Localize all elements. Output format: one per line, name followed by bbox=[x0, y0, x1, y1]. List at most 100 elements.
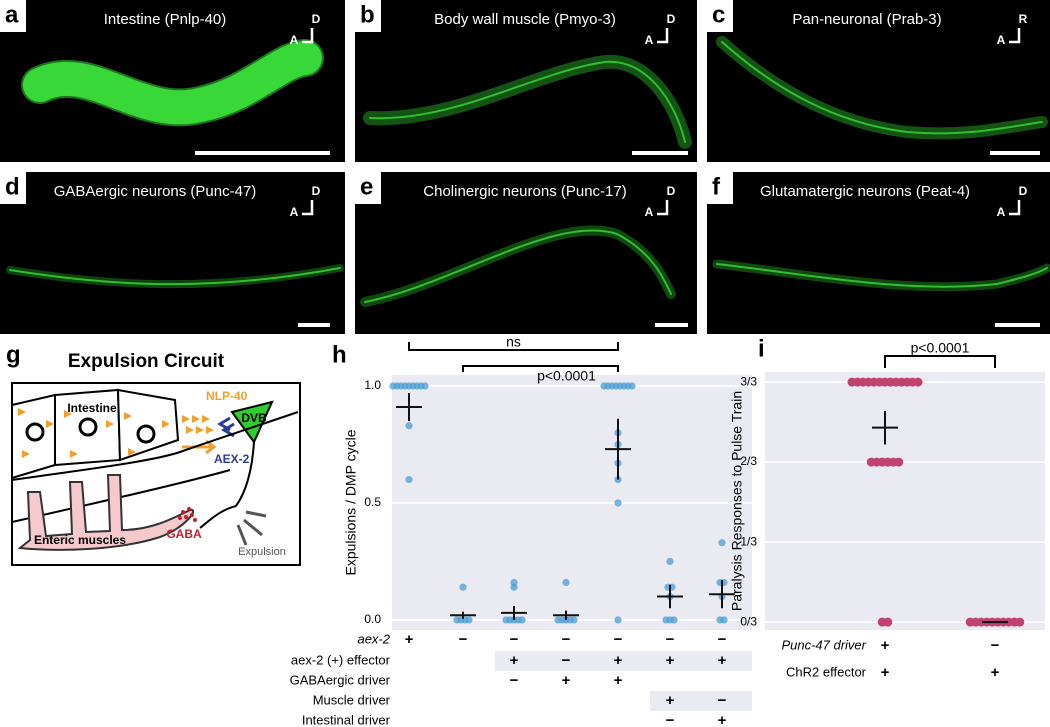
worm bbox=[716, 263, 1048, 288]
y-tick-label: 0.0 bbox=[364, 612, 381, 626]
table-cell: + bbox=[991, 664, 1000, 681]
orientation-label: A bbox=[997, 33, 1006, 47]
significance-bracket bbox=[408, 342, 619, 351]
y-tick-label: 1/3 bbox=[740, 534, 757, 548]
significance-label: p<0.0001 bbox=[911, 340, 970, 356]
significance-bracket bbox=[884, 355, 996, 368]
significance-label: ns bbox=[506, 334, 521, 350]
panel-letter: a bbox=[5, 1, 19, 28]
data-point bbox=[405, 422, 413, 430]
panel-title: Cholinergic neurons (Punc-17) bbox=[423, 183, 626, 200]
panel-letter: d bbox=[5, 173, 20, 200]
data-point bbox=[421, 382, 429, 390]
data-point bbox=[465, 616, 473, 624]
y-axis-label: Expulsions / DMP cycle bbox=[343, 429, 359, 575]
data-point bbox=[883, 617, 893, 627]
panel-letter: g bbox=[6, 341, 21, 368]
nucleus bbox=[136, 424, 156, 444]
diagram-label: Enteric muscles bbox=[34, 533, 126, 547]
panel-letter: c bbox=[712, 1, 725, 28]
panel-letter: b bbox=[360, 1, 375, 28]
table-cell: + bbox=[666, 652, 675, 669]
panel-letter: h bbox=[332, 341, 347, 368]
data-point bbox=[720, 616, 728, 624]
letter-bg bbox=[707, 172, 733, 204]
data-point bbox=[913, 377, 923, 387]
worm bbox=[721, 41, 1043, 135]
table-cell: + bbox=[562, 672, 571, 689]
worm bbox=[364, 229, 672, 303]
row-label: ChR2 effector bbox=[786, 664, 867, 679]
data-point bbox=[1015, 617, 1025, 627]
data-point bbox=[628, 382, 636, 390]
data-point bbox=[570, 616, 578, 624]
letter-bg bbox=[0, 172, 26, 204]
diagram-title: Expulsion Circuit bbox=[68, 351, 225, 372]
y-tick-label: 1.0 bbox=[364, 378, 381, 392]
data-point bbox=[894, 457, 904, 467]
diagram-label: AEX-2 bbox=[214, 452, 250, 466]
orientation-label: D bbox=[667, 12, 676, 26]
diagram-label: NLP-40 bbox=[206, 389, 248, 403]
worm bbox=[23, 41, 322, 125]
row-shade bbox=[495, 651, 752, 671]
orientation-label: A bbox=[645, 205, 654, 219]
table-cell: + bbox=[510, 652, 519, 669]
data-point bbox=[459, 583, 467, 591]
table-cell: − bbox=[510, 631, 519, 648]
table-cell: − bbox=[510, 672, 519, 689]
panel-title: Glutamatergic neurons (Peat-4) bbox=[760, 183, 970, 200]
table-cell: − bbox=[666, 631, 675, 648]
letter-bg bbox=[355, 0, 381, 32]
orientation-label: A bbox=[290, 33, 299, 47]
data-point bbox=[666, 557, 674, 566]
row-label: GABAergic driver bbox=[290, 672, 391, 687]
y-tick-label: 3/3 bbox=[740, 374, 757, 388]
row-label: aex-2 (+) effector bbox=[291, 652, 391, 667]
diagram-label: Expulsion bbox=[238, 546, 286, 558]
table-cell: + bbox=[614, 652, 623, 669]
letter-bg bbox=[355, 172, 381, 204]
table-cell: + bbox=[881, 664, 890, 681]
expulsion-lines bbox=[236, 510, 267, 546]
gaba-vesicles bbox=[178, 507, 197, 522]
data-point bbox=[718, 539, 726, 547]
table-cell: − bbox=[614, 631, 623, 648]
orientation bbox=[302, 200, 314, 216]
orientation bbox=[657, 28, 669, 44]
nucleus bbox=[25, 422, 45, 442]
orientation-label: D bbox=[312, 12, 321, 26]
orientation bbox=[1009, 28, 1021, 44]
table-cell: − bbox=[718, 631, 727, 648]
panel-letter: e bbox=[360, 173, 373, 200]
table-cell: − bbox=[718, 692, 727, 709]
panel-letter: i bbox=[758, 335, 765, 362]
data-point bbox=[614, 499, 622, 507]
orientation-label: D bbox=[667, 184, 676, 198]
micrograph bbox=[707, 172, 1050, 334]
table-cell: + bbox=[614, 672, 623, 689]
letter-bg bbox=[0, 0, 26, 32]
panel-title: Body wall muscle (Pmyo-3) bbox=[434, 11, 616, 28]
orientation bbox=[1009, 200, 1021, 216]
orientation-label: A bbox=[997, 205, 1006, 219]
table-cell: − bbox=[991, 637, 1000, 654]
y-tick-label: 0/3 bbox=[740, 614, 757, 628]
orientation-label: R bbox=[1019, 12, 1028, 26]
table-cell: + bbox=[666, 692, 675, 709]
y-axis-label: Paralysis Responses to Pulse Train bbox=[729, 391, 745, 611]
orientation-label: D bbox=[312, 184, 321, 198]
row-label: Intestinal driver bbox=[302, 712, 391, 727]
table-cell: − bbox=[562, 631, 571, 648]
panel-title: Pan-neuronal (Prab-3) bbox=[792, 11, 941, 28]
data-point bbox=[405, 475, 413, 484]
y-tick-label: 2/3 bbox=[740, 454, 757, 468]
table-cell: + bbox=[718, 652, 727, 669]
y-tick-label: 0.5 bbox=[364, 495, 381, 509]
diagram-label: DVB bbox=[241, 411, 267, 425]
data-point bbox=[670, 616, 678, 624]
panel-letter: f bbox=[712, 173, 721, 200]
panel-title: Intestine (Pnlp-40) bbox=[104, 11, 227, 28]
neuron bbox=[199, 441, 255, 529]
